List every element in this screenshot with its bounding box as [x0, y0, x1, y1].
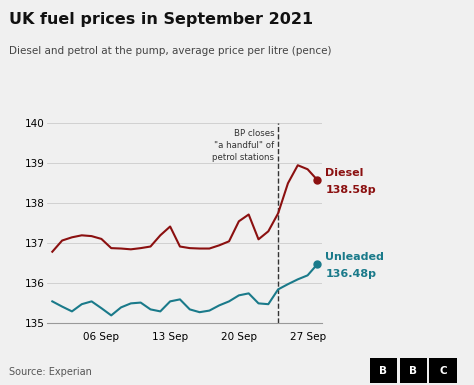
Text: B: B: [380, 366, 387, 375]
Text: 136.48p: 136.48p: [325, 269, 376, 279]
Text: UK fuel prices in September 2021: UK fuel prices in September 2021: [9, 12, 314, 27]
Text: Diesel and petrol at the pump, average price per litre (pence): Diesel and petrol at the pump, average p…: [9, 46, 332, 56]
Text: Source: Experian: Source: Experian: [9, 367, 92, 377]
Text: BP closes
"a handful" of
petrol stations: BP closes "a handful" of petrol stations: [212, 129, 274, 162]
Text: Unleaded: Unleaded: [325, 252, 384, 262]
Text: C: C: [439, 366, 447, 375]
Text: B: B: [410, 366, 417, 375]
Text: 138.58p: 138.58p: [325, 185, 376, 195]
Text: Diesel: Diesel: [325, 168, 364, 178]
